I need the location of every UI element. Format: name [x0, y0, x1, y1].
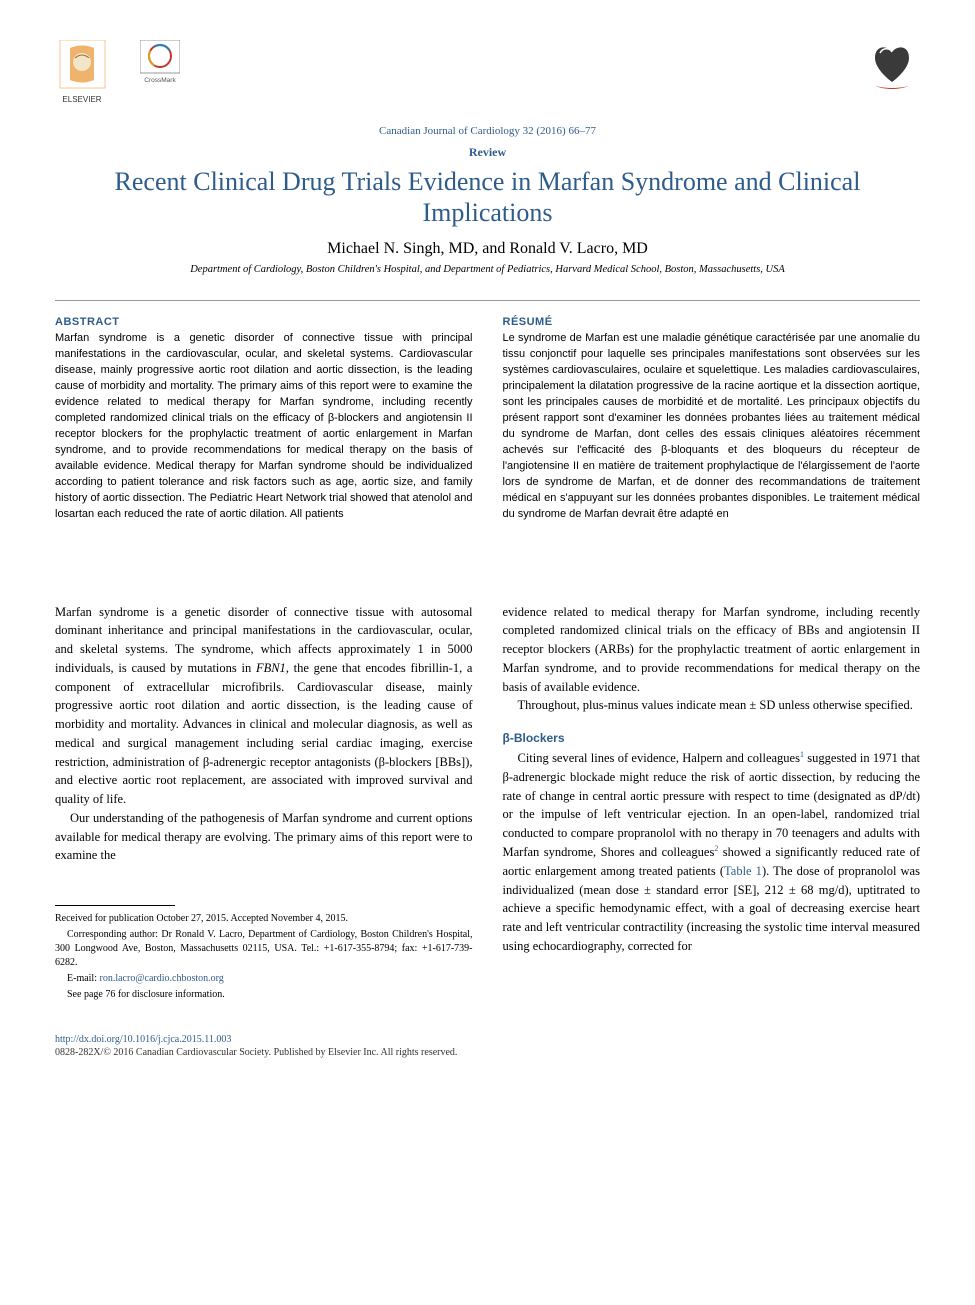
doi-link[interactable]: http://dx.doi.org/10.1016/j.cjca.2015.11…	[55, 1034, 920, 1045]
footnote-divider	[55, 905, 175, 906]
page-footer: http://dx.doi.org/10.1016/j.cjca.2015.11…	[55, 1034, 920, 1058]
body-right-column: evidence related to medical therapy for …	[503, 603, 921, 1005]
body-left-column: Marfan syndrome is a genetic disorder of…	[55, 603, 473, 1005]
abstract-en-heading: ABSTRACT	[55, 316, 120, 328]
footnote-email: E-mail: ron.lacro@cardio.chboston.org	[55, 972, 473, 986]
left-logos: ELSEVIER CrossMark	[55, 40, 180, 110]
authors: Michael N. Singh, MD, and Ronald V. Lacr…	[55, 240, 920, 258]
journal-reference: Canadian Journal of Cardiology 32 (2016)…	[55, 125, 920, 137]
divider	[55, 300, 920, 301]
body-para-2: Our understanding of the pathogenesis of…	[55, 809, 473, 865]
footnotes: Received for publication October 27, 201…	[55, 912, 473, 1002]
abstract-fr-text: Le syndrome de Marfan est une maladie gé…	[503, 332, 921, 519]
crossmark-logo[interactable]: CrossMark	[140, 40, 180, 90]
elsevier-logo: ELSEVIER	[55, 40, 110, 110]
copyright-text: 0828-282X/© 2016 Canadian Cardiovascular…	[55, 1047, 920, 1058]
body-para-1: Marfan syndrome is a genetic disorder of…	[55, 603, 473, 809]
gene-name: FBN1	[256, 661, 286, 675]
email-link[interactable]: ron.lacro@cardio.chboston.org	[100, 973, 224, 984]
footnote-disclosure: See page 76 for disclosure information.	[55, 988, 473, 1002]
header-row: ELSEVIER CrossMark	[55, 40, 920, 110]
table-1-link[interactable]: Table 1	[724, 864, 762, 878]
abstract-english: ABSTRACT Marfan syndrome is a genetic di…	[55, 315, 473, 522]
footnote-corresponding: Corresponding author: Dr Ronald V. Lacro…	[55, 928, 473, 970]
review-label: Review	[55, 145, 920, 160]
body-para-5: Citing several lines of evidence, Halper…	[503, 749, 921, 956]
body-columns: Marfan syndrome is a genetic disorder of…	[55, 603, 920, 1005]
body-para-3: evidence related to medical therapy for …	[503, 603, 921, 697]
abstract-en-text: Marfan syndrome is a genetic disorder of…	[55, 332, 473, 519]
abstracts-row: ABSTRACT Marfan syndrome is a genetic di…	[55, 315, 920, 522]
svg-text:CrossMark: CrossMark	[144, 77, 176, 84]
abstract-french: RÉSUMÉ Le syndrome de Marfan est une mal…	[503, 315, 921, 522]
abstract-fr-heading: RÉSUMÉ	[503, 316, 553, 328]
ccs-logo	[865, 40, 920, 100]
svg-text:ELSEVIER: ELSEVIER	[62, 95, 101, 104]
article-title: Recent Clinical Drug Trials Evidence in …	[55, 166, 920, 228]
body-para-4: Throughout, plus-minus values indicate m…	[503, 696, 921, 715]
section-heading-beta-blockers: β-Blockers	[503, 729, 921, 747]
affiliation: Department of Cardiology, Boston Childre…	[55, 264, 920, 275]
footnote-received: Received for publication October 27, 201…	[55, 912, 473, 926]
